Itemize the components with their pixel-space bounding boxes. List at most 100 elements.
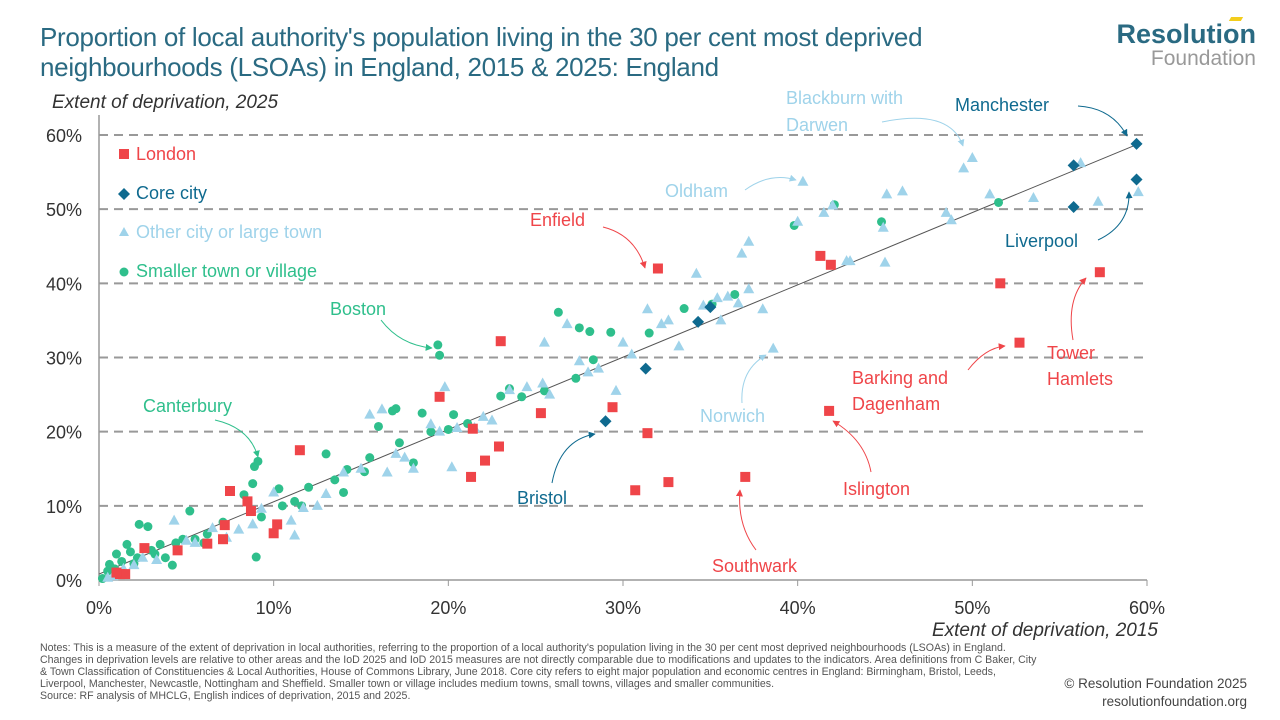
data-point-london bbox=[245, 506, 256, 517]
data-point-other_city bbox=[797, 175, 809, 186]
data-point-smaller_town bbox=[644, 328, 654, 338]
data-point-other_city bbox=[1027, 192, 1039, 203]
data-point-other_city bbox=[757, 303, 769, 314]
annotation-barking-arrow bbox=[967, 343, 1006, 371]
data-point-smaller_town bbox=[373, 421, 383, 431]
chart-title-line1: Proportion of local authority's populati… bbox=[40, 22, 923, 52]
y-tick-label: 30% bbox=[46, 349, 82, 369]
data-point-core_city bbox=[704, 301, 717, 314]
data-point-smaller_town bbox=[994, 197, 1004, 207]
data-point-other_city bbox=[662, 314, 674, 325]
data-point-other_city bbox=[711, 292, 723, 303]
annotation-islington: Islington bbox=[843, 479, 910, 499]
data-point-london bbox=[172, 545, 183, 556]
data-point-other_city bbox=[168, 514, 180, 525]
data-point-other_city bbox=[268, 486, 280, 497]
data-point-other_city bbox=[722, 290, 734, 301]
data-point-other_city bbox=[1132, 186, 1144, 197]
data-point-smaller_town bbox=[339, 487, 349, 497]
data-point-other_city bbox=[297, 502, 309, 513]
data-point-other_city bbox=[399, 451, 411, 462]
data-point-other_city bbox=[151, 553, 163, 564]
data-point-other_city bbox=[311, 499, 323, 510]
data-point-other_city bbox=[896, 185, 908, 196]
data-point-other_city bbox=[844, 255, 856, 266]
data-point-smaller_town bbox=[435, 350, 445, 360]
annotation-liverpool-arrow bbox=[1097, 191, 1133, 241]
annotation-southwark: Southwark bbox=[712, 556, 798, 576]
data-point-other_city bbox=[641, 303, 653, 314]
data-point-london bbox=[111, 567, 122, 578]
data-point-other_city bbox=[446, 461, 458, 472]
data-point-smaller_town bbox=[167, 560, 177, 570]
data-point-london bbox=[467, 423, 478, 434]
data-point-smaller_town bbox=[122, 539, 132, 549]
data-point-london bbox=[663, 477, 674, 488]
y-tick-label: 50% bbox=[46, 200, 82, 220]
data-point-core_city bbox=[1130, 137, 1143, 150]
data-point-other_city bbox=[407, 462, 419, 473]
data-point-london bbox=[294, 445, 305, 456]
data-point-other_city bbox=[285, 514, 297, 525]
data-point-other_city bbox=[767, 342, 779, 353]
data-point-other_city bbox=[877, 221, 889, 232]
data-point-other_city bbox=[593, 362, 605, 373]
data-point-other_city bbox=[320, 487, 332, 498]
annotation-enfield-arrow bbox=[602, 226, 647, 269]
data-point-london bbox=[242, 496, 253, 507]
legend-london-marker bbox=[119, 149, 129, 159]
data-point-smaller_town bbox=[496, 391, 506, 401]
data-point-london bbox=[607, 402, 618, 413]
annotation-liverpool: Liverpool bbox=[1005, 231, 1078, 251]
annotation-bristol-arrow bbox=[551, 431, 596, 484]
data-point-other_city bbox=[451, 421, 463, 432]
data-point-london bbox=[120, 569, 131, 580]
data-point-smaller_town bbox=[185, 506, 195, 516]
data-point-london bbox=[630, 485, 641, 496]
data-point-smaller_town bbox=[433, 340, 443, 350]
annotation-bristol: Bristol bbox=[517, 488, 567, 508]
x-tick-label: 30% bbox=[605, 598, 641, 618]
data-point-other_city bbox=[655, 318, 667, 329]
data-point-smaller_town bbox=[571, 373, 581, 383]
data-point-other_city bbox=[792, 215, 804, 226]
data-point-smaller_town bbox=[730, 289, 740, 299]
chart-notes: Notes: This is a measure of the extent o… bbox=[40, 642, 1040, 702]
data-point-smaller_town bbox=[160, 553, 170, 563]
data-point-london bbox=[815, 250, 826, 261]
data-point-other_city bbox=[945, 214, 957, 225]
website-link[interactable]: resolutionfoundation.org bbox=[1102, 694, 1247, 709]
data-point-smaller_town bbox=[256, 512, 266, 522]
data-point-smaller_town bbox=[251, 552, 261, 562]
data-point-core_city bbox=[639, 362, 652, 375]
data-point-smaller_town bbox=[171, 538, 181, 548]
data-point-smaller_town bbox=[426, 427, 436, 437]
data-point-other_city bbox=[537, 377, 549, 388]
annotation-southwark-arrow bbox=[735, 489, 757, 551]
data-point-other_city bbox=[477, 410, 489, 421]
data-point-other_city bbox=[137, 551, 149, 562]
data-point-london bbox=[218, 534, 229, 545]
data-point-smaller_town bbox=[253, 456, 263, 466]
data-point-other_city bbox=[338, 466, 350, 477]
data-point-other_city bbox=[736, 247, 748, 258]
y-tick-label: 60% bbox=[46, 126, 82, 146]
legend-core-city-marker bbox=[118, 188, 130, 200]
data-point-other_city bbox=[561, 318, 573, 329]
x-tick-label: 50% bbox=[954, 598, 990, 618]
data-point-smaller_town bbox=[539, 386, 549, 396]
data-point-smaller_town bbox=[417, 408, 427, 418]
data-point-smaller_town bbox=[125, 547, 135, 557]
data-point-london bbox=[219, 520, 230, 531]
data-point-other_city bbox=[376, 403, 388, 414]
data-point-core_city bbox=[1067, 159, 1080, 172]
y-tick-label: 10% bbox=[46, 497, 82, 517]
annotation-boston: Boston bbox=[330, 299, 386, 319]
legend-smaller-town-marker bbox=[119, 267, 129, 277]
annotation-boston-arrow bbox=[380, 319, 433, 351]
data-point-other_city bbox=[538, 336, 550, 347]
legend-smaller-town-label: Smaller town or village bbox=[136, 261, 317, 281]
data-point-other_city bbox=[715, 314, 727, 325]
data-point-smaller_town bbox=[449, 410, 459, 420]
